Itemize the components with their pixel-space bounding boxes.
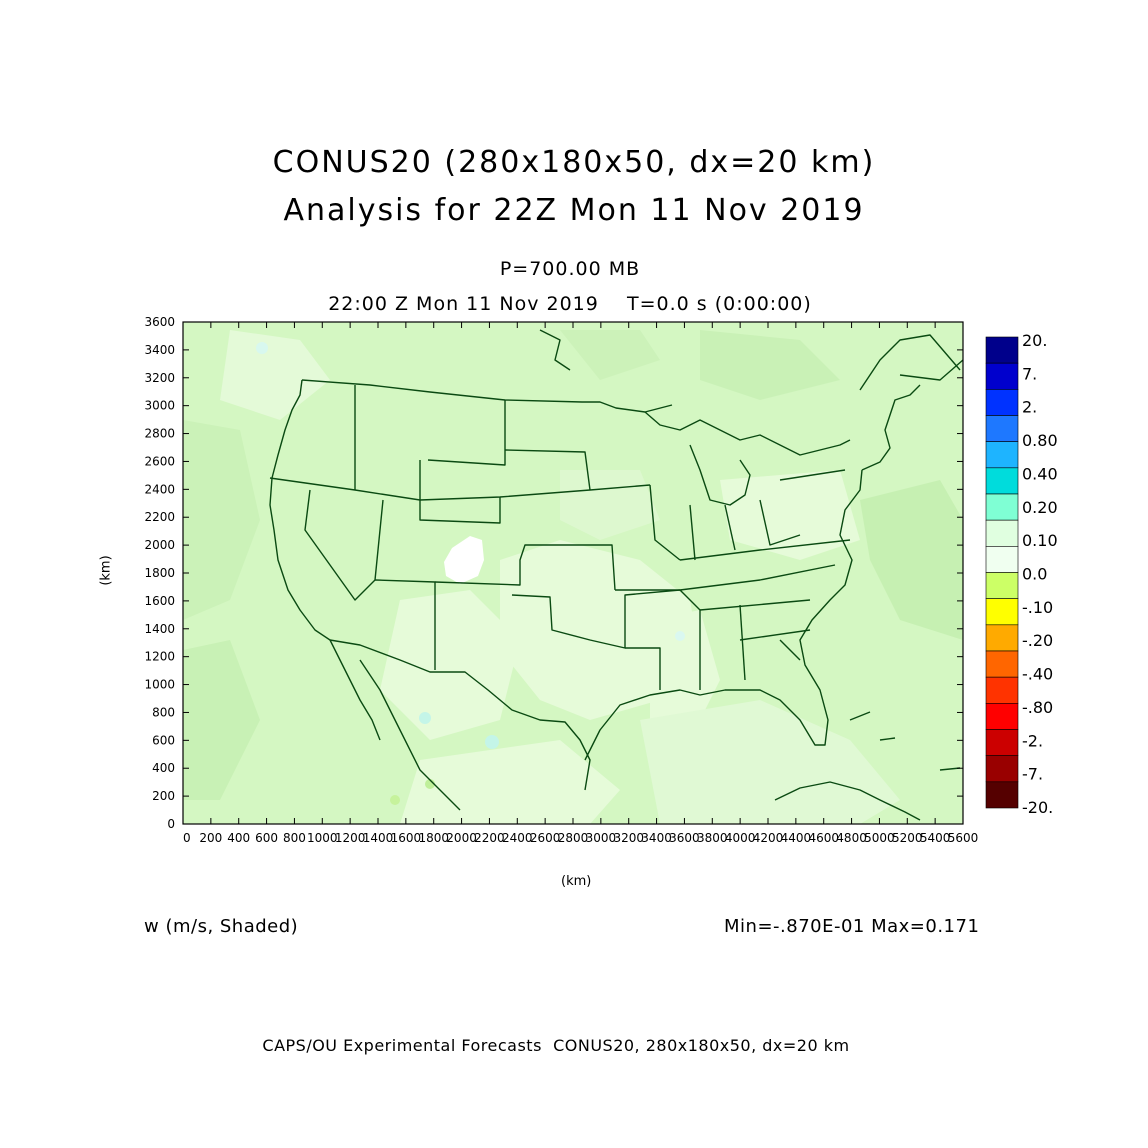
x-tick-label: 400	[227, 831, 250, 845]
colorbar-swatch	[985, 336, 1019, 364]
colorbar-label: 0.10	[1022, 531, 1058, 550]
colorbar-swatch	[985, 389, 1019, 416]
colorbar-swatch	[985, 703, 1019, 730]
y-tick-label: 1400	[144, 622, 175, 636]
colorbar-swatch	[985, 441, 1019, 469]
colorbar-swatch	[985, 598, 1019, 626]
x-tick-label: 1600	[391, 831, 422, 845]
x-tick-label: 3200	[613, 831, 644, 845]
tick-labels: 0 200 400 600 800 100012001400160018002000220…	[144, 315, 978, 845]
x-tick-label: 5000	[864, 831, 895, 845]
colorbar-label: 0.40	[1022, 464, 1058, 483]
colorbar-label: 0.80	[1022, 431, 1058, 450]
colorbar-label: -.40	[1022, 665, 1053, 684]
x-tick-label: 2000	[446, 831, 477, 845]
y-tick-label: 600	[152, 733, 175, 747]
x-tick-label: 200	[199, 831, 222, 845]
x-tick-label: 3600	[669, 831, 700, 845]
min-max-label: Min=-.870E-01 Max=0.171	[724, 916, 980, 937]
x-axis-label: (km)	[561, 874, 592, 889]
colorbar-labels: 20. 7. 2. 0.80 0.40 0.20 0.10 0.0 -.10 -.20 -.40 -.…	[1022, 331, 1058, 817]
colorbar-label: 0.20	[1022, 498, 1058, 517]
valid-time-label: 22:00 Z Mon 11 Nov 2019 T=0.0 s (0:00:00…	[328, 293, 812, 315]
colorbar-label: -.80	[1022, 698, 1053, 717]
state-boundaries	[269, 329, 963, 821]
colorbar-label: -2.	[1022, 731, 1043, 750]
colorbar-swatch	[985, 676, 1019, 704]
x-tick-label: 1800	[418, 831, 449, 845]
y-tick-label: 800	[152, 705, 175, 719]
y-tick-label: 1600	[144, 594, 175, 608]
level-label: P=700.00 MB	[499, 258, 641, 280]
colorbar-label: -.20	[1022, 631, 1053, 650]
colorbar-swatch	[985, 415, 1019, 442]
colorbar-swatch	[985, 546, 1019, 573]
footer-credit: CAPS/OU Experimental Forecasts CONUS20, …	[262, 1036, 850, 1055]
x-tick-label: 600	[255, 831, 278, 845]
y-tick-label: 2600	[144, 454, 175, 468]
y-axis-label: (km)	[98, 555, 114, 586]
y-tick-label: 0	[167, 817, 175, 831]
colorbar-label: 2.	[1022, 398, 1037, 417]
colorbar-swatch	[985, 493, 1019, 521]
axis-ticks	[182, 321, 964, 825]
x-tick-label: 4800	[836, 831, 867, 845]
x-tick-label: 2400	[502, 831, 533, 845]
field-label: w (m/s, Shaded)	[144, 916, 299, 937]
x-tick-label: 3400	[641, 831, 672, 845]
x-tick-label: 1400	[363, 831, 394, 845]
x-tick-label: 4400	[781, 831, 812, 845]
title-line2: Analysis for 22Z Mon 11 Nov 2019	[283, 193, 865, 228]
x-tick-label: 5400	[920, 831, 951, 845]
colorbar-label: -7.	[1022, 765, 1043, 784]
x-tick-label: 2800	[558, 831, 589, 845]
colorbar-label: -20.	[1022, 798, 1053, 817]
x-tick-label: 2600	[530, 831, 561, 845]
y-tick-label: 200	[152, 789, 175, 803]
y-tick-label: 1200	[144, 650, 175, 664]
colorbar-swatch	[985, 624, 1019, 652]
y-tick-label: 3200	[144, 371, 175, 385]
y-tick-label: 2200	[144, 510, 175, 524]
colorbar-label: 20.	[1022, 331, 1047, 350]
colorbar	[985, 336, 1019, 809]
colorbar-swatch	[985, 781, 1019, 809]
colorbar-label: -.10	[1022, 598, 1053, 617]
x-tick-label: 1000	[307, 831, 338, 845]
colorbar-swatch	[985, 467, 1019, 495]
colorbar-label: 0.0	[1022, 565, 1047, 584]
x-tick-label: 3000	[586, 831, 617, 845]
colorbar-swatch	[985, 519, 1019, 547]
title-line1: CONUS20 (280x180x50, dx=20 km)	[272, 145, 876, 180]
w-field-shading	[183, 322, 963, 824]
y-tick-label: 2000	[144, 538, 175, 552]
y-tick-label: 2400	[144, 482, 175, 496]
colorbar-swatch	[985, 362, 1019, 390]
y-tick-label: 1000	[144, 678, 175, 692]
y-tick-label: 3600	[144, 315, 175, 329]
x-tick-label: 5600	[948, 831, 979, 845]
y-tick-label: 3400	[144, 343, 175, 357]
y-tick-label: 400	[152, 761, 175, 775]
x-tick-label: 1200	[335, 831, 366, 845]
x-tick-label: 5200	[892, 831, 923, 845]
y-tick-label: 3000	[144, 399, 175, 413]
x-tick-label: 4000	[725, 831, 756, 845]
x-tick-label: 2200	[474, 831, 505, 845]
colorbar-label: 7.	[1022, 364, 1037, 383]
colorbar-swatch	[985, 729, 1019, 756]
y-tick-label: 1800	[144, 566, 175, 580]
colorbar-swatch	[985, 755, 1019, 783]
x-tick-label: 4600	[808, 831, 839, 845]
colorbar-swatch	[985, 650, 1019, 678]
x-tick-label: 0	[183, 831, 191, 845]
colorbar-swatch	[985, 572, 1019, 599]
x-tick-label: 4200	[753, 831, 784, 845]
y-tick-label: 2800	[144, 427, 175, 441]
x-tick-label: 800	[283, 831, 306, 845]
x-tick-label: 3800	[697, 831, 728, 845]
